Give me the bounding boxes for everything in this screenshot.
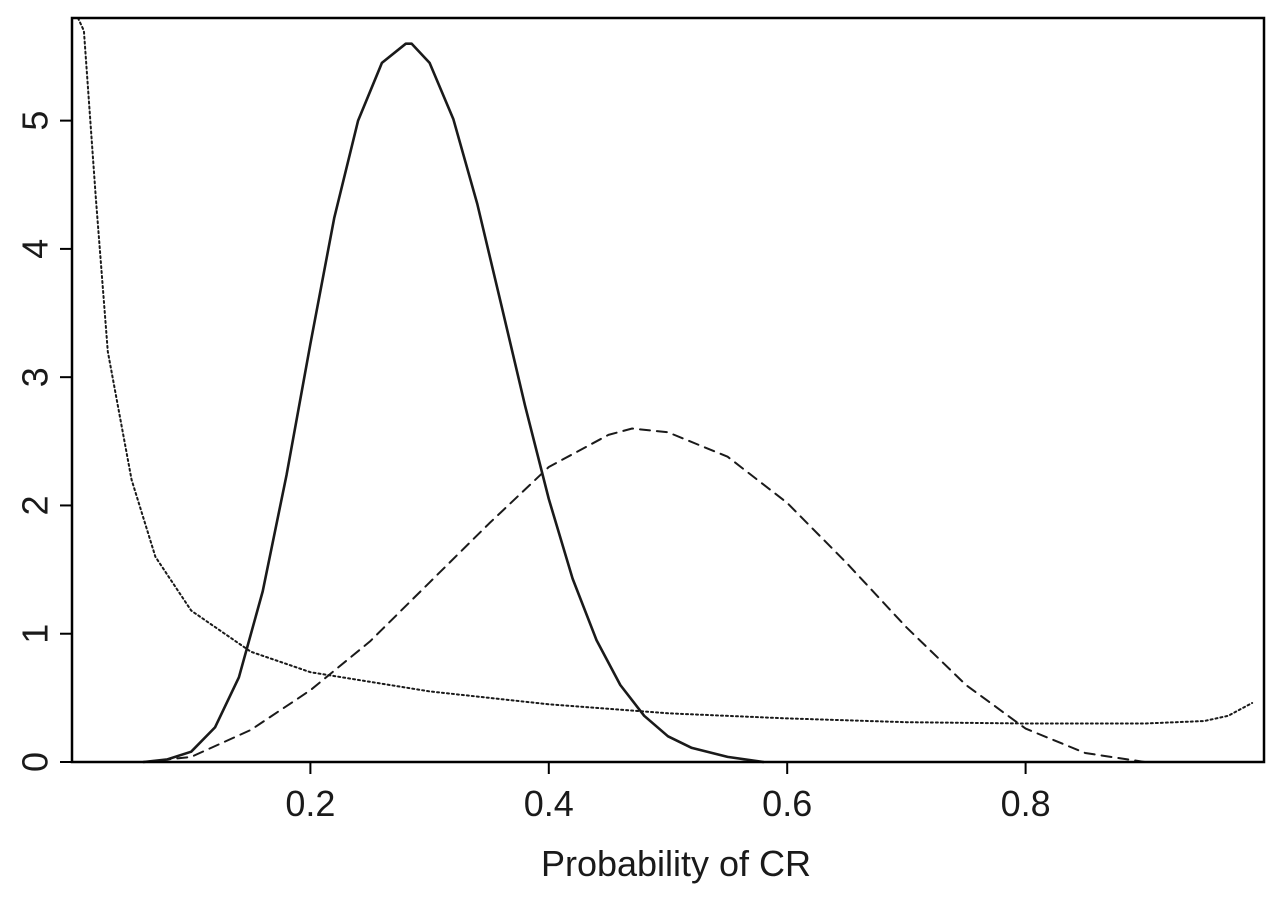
y-tick-label: 5 (15, 111, 56, 131)
x-axis: 0.2 0.4 0.6 0.8 (285, 762, 1051, 824)
x-tick-label: 0.4 (524, 783, 574, 824)
plot-frame (70, 16, 1266, 764)
series-layer (77, 17, 1254, 764)
series-line-dotted (77, 17, 1254, 725)
x-axis-title: Probability of CR (541, 843, 811, 884)
y-tick-label: 0 (15, 752, 56, 772)
x-tick-label: 0.2 (285, 783, 335, 824)
y-tick-label: 4 (15, 239, 56, 259)
y-axis: 0 1 2 3 4 5 (15, 111, 72, 772)
y-tick-label: 1 (15, 624, 56, 644)
series-line-solid (142, 42, 765, 764)
x-tick-label: 0.8 (1001, 783, 1051, 824)
y-tick-label: 3 (15, 367, 56, 387)
x-tick-label: 0.6 (762, 783, 812, 824)
y-tick-label: 2 (15, 495, 56, 515)
series-line-dashed (142, 427, 1146, 763)
